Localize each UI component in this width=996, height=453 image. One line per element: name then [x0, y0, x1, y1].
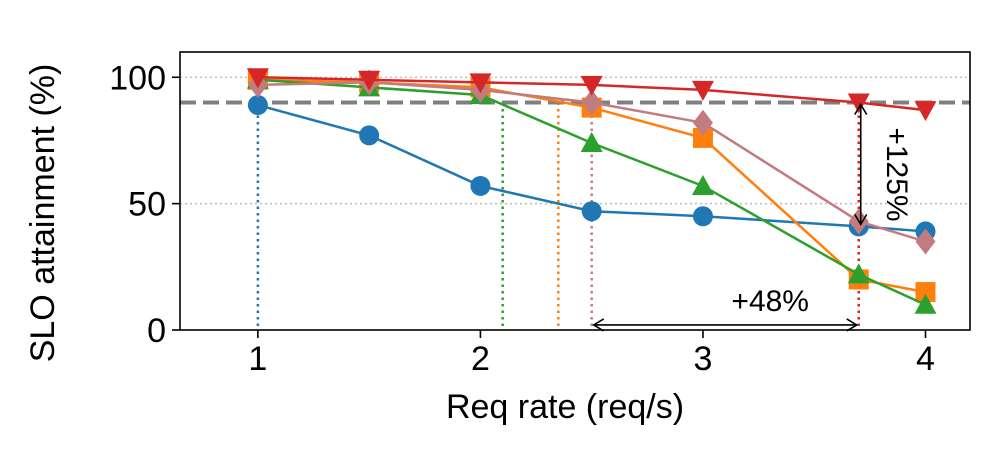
y-tick-label: 0 — [147, 312, 166, 350]
data-point-green — [580, 131, 603, 152]
data-point-pink — [692, 109, 713, 136]
data-point-green — [691, 174, 714, 195]
threshold-lines — [256, 102, 860, 330]
y-axis-label: SLO attainment (%) — [24, 64, 62, 363]
data-point-blue — [359, 125, 380, 146]
data-point-red — [914, 101, 937, 122]
data-point-orange — [915, 282, 936, 303]
data-point-blue — [470, 175, 491, 196]
improvement-attainment-label: +125% — [880, 127, 913, 221]
data-point-red — [469, 73, 492, 94]
arrowhead-left — [592, 318, 605, 332]
data-point-pink — [915, 228, 936, 255]
data-point-orange — [692, 127, 713, 148]
y-tick-label: 100 — [109, 59, 166, 97]
x-tick-label: 3 — [693, 340, 712, 378]
data-point-red — [580, 75, 603, 96]
arrowhead-down — [854, 213, 868, 226]
arrowhead-up — [854, 102, 868, 115]
data-point-red — [847, 93, 870, 114]
data-point-blue — [581, 201, 602, 222]
plot-frame — [179, 51, 971, 331]
series-red — [246, 68, 937, 122]
axis-ticks: 1 2 3 4 0 50 100 — [109, 59, 935, 378]
y-tick-label: 50 — [128, 186, 166, 224]
x-tick-label: 2 — [471, 340, 490, 378]
x-tick-label: 4 — [916, 340, 935, 378]
annotations: +48% +125% — [592, 102, 913, 332]
data-point-red — [246, 68, 269, 89]
data-point-green — [847, 263, 870, 284]
series-group — [246, 68, 937, 314]
x-tick-label: 1 — [248, 340, 267, 378]
data-point-green — [914, 293, 937, 314]
data-point-blue — [692, 206, 713, 227]
data-point-pink — [581, 89, 602, 116]
data-point-red — [358, 70, 381, 91]
x-axis-label: Req rate (req/s) — [446, 388, 684, 426]
improvement-rate-label: +48% — [731, 285, 809, 318]
data-point-red — [691, 80, 714, 101]
data-point-blue — [247, 95, 268, 116]
arrowhead-right — [846, 318, 859, 332]
